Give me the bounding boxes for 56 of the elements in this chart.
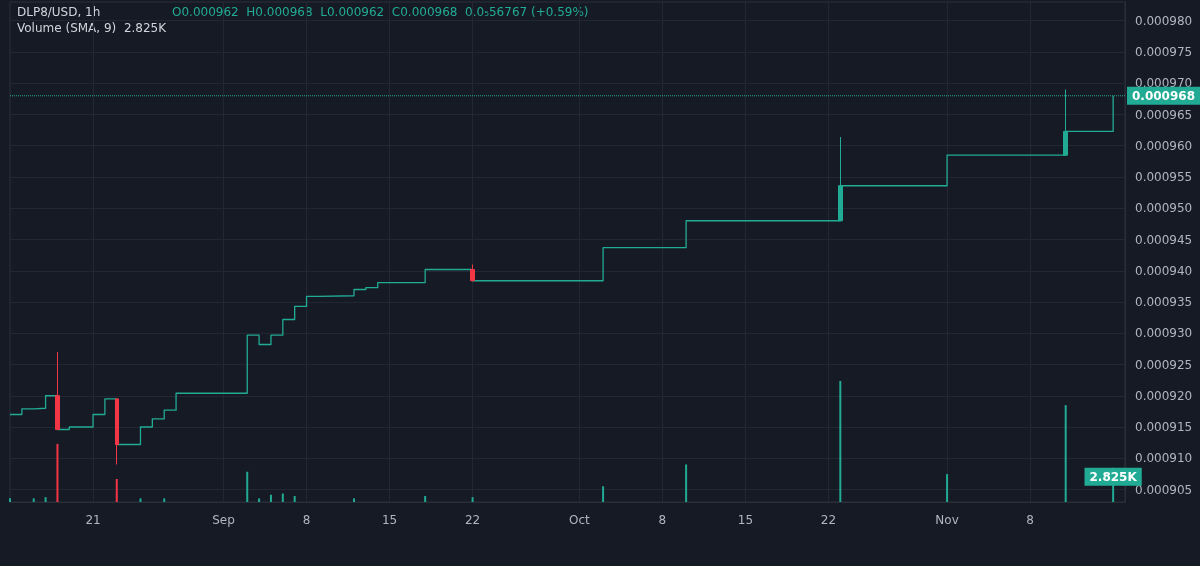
y-tick-label: 0.000910 bbox=[1135, 451, 1193, 466]
y-tick-label: 0.000950 bbox=[1135, 201, 1193, 216]
bar bbox=[424, 495, 427, 502]
candlestick bbox=[55, 351, 60, 430]
candlestick bbox=[115, 398, 119, 465]
y-tick-label: 0.000955 bbox=[1135, 170, 1193, 184]
bar bbox=[839, 380, 842, 502]
candlestick bbox=[838, 136, 843, 222]
bar bbox=[269, 494, 272, 502]
bar bbox=[32, 498, 35, 502]
x-tick-label: 8 bbox=[658, 513, 667, 527]
y-tick-label: 0.000975 bbox=[1135, 45, 1193, 59]
y-tick-label: 0.000970 bbox=[1135, 76, 1193, 91]
bar bbox=[293, 495, 296, 502]
bar bbox=[352, 498, 355, 502]
bar bbox=[246, 471, 249, 502]
bar bbox=[1064, 405, 1067, 502]
x-tick-label: 8 bbox=[302, 513, 311, 527]
annotation: O0.000962 H0.000968 L0.000962 C0.000968 0.0₅56767 (+0.59%) bbox=[172, 5, 589, 19]
bar bbox=[139, 498, 142, 502]
bar bbox=[115, 479, 118, 502]
candlestick bbox=[470, 264, 475, 282]
y-tick-label: 0.000945 bbox=[1135, 232, 1193, 247]
y-tick-label: 0.000930 bbox=[1135, 326, 1193, 341]
bar bbox=[258, 498, 261, 502]
x-tick-label: 15 bbox=[737, 513, 754, 527]
bar bbox=[602, 486, 605, 502]
y-tick-label: 0.000925 bbox=[1135, 357, 1193, 372]
bar bbox=[56, 443, 59, 502]
x-tick-label: 22 bbox=[464, 513, 481, 527]
y-tick-label: 0.000940 bbox=[1135, 263, 1193, 278]
ref-line-label: 0.000968 bbox=[1132, 88, 1196, 103]
bar bbox=[685, 464, 688, 502]
data-label: 2.825K bbox=[1089, 469, 1138, 484]
y-tick-label: 0.000960 bbox=[1135, 138, 1193, 153]
annotation: Volume (SMA, 9) 2.825K bbox=[17, 21, 168, 35]
y-tick-label: 0.000965 bbox=[1135, 107, 1193, 122]
x-tick-label: Sep bbox=[212, 513, 235, 527]
y-tick-label: 0.000935 bbox=[1135, 295, 1193, 309]
y-tick-label: 0.000920 bbox=[1135, 388, 1193, 403]
x-tick-label: Oct bbox=[568, 513, 591, 527]
x-tick-label: 22 bbox=[820, 513, 837, 527]
y-tick-label: 0.000915 bbox=[1135, 420, 1193, 434]
bar bbox=[44, 497, 47, 502]
chart-title: DLP8/USD, 1h bbox=[17, 5, 101, 19]
bar bbox=[946, 474, 949, 502]
y-tick-label: 0.000905 bbox=[1135, 482, 1193, 497]
x-tick-label: 15 bbox=[381, 513, 398, 527]
x-tick-label: Nov bbox=[935, 513, 959, 527]
bar bbox=[163, 498, 166, 502]
bar bbox=[281, 493, 284, 502]
x-tick-label: 21 bbox=[85, 513, 101, 527]
bar bbox=[9, 498, 11, 502]
y-tick-label: 0.000980 bbox=[1135, 13, 1193, 28]
x-tick-label: 8 bbox=[1026, 513, 1034, 527]
bar bbox=[471, 497, 474, 502]
